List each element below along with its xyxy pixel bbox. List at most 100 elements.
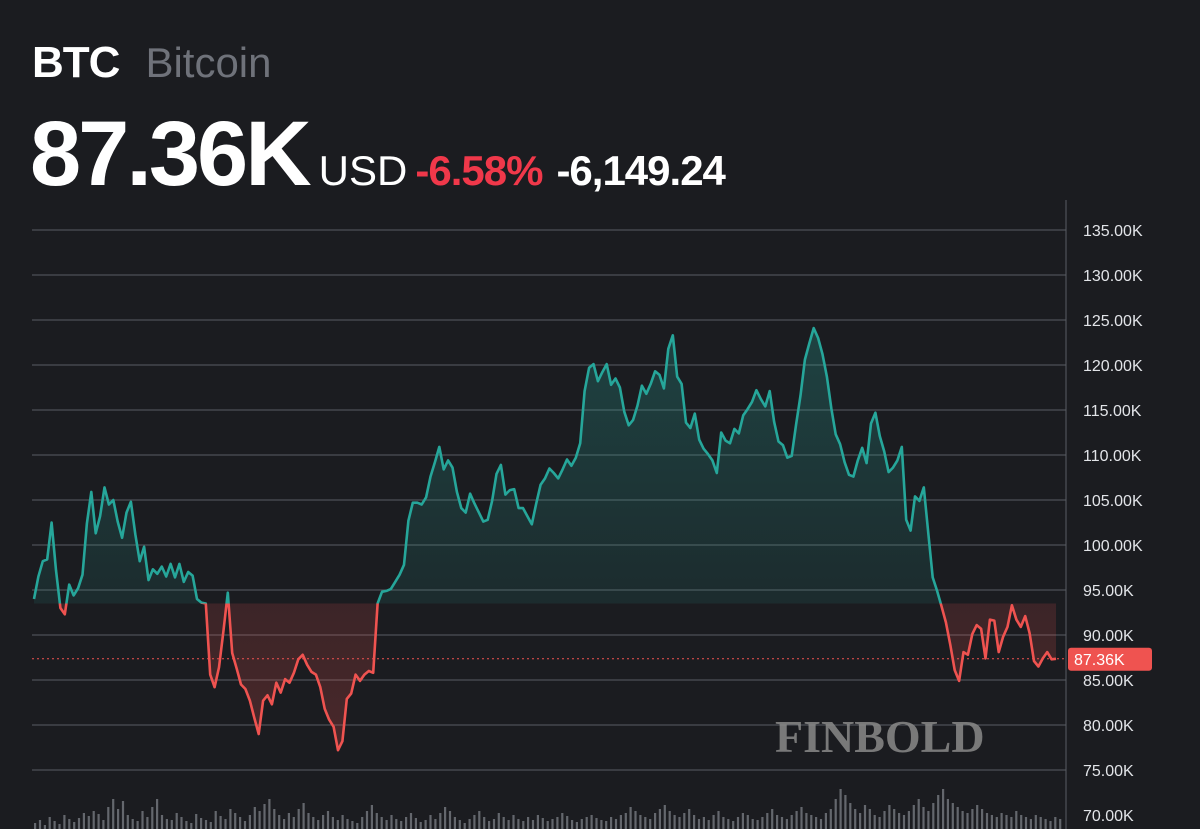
volume-bar — [688, 809, 691, 829]
volume-bar — [419, 822, 422, 829]
volume-bar — [502, 817, 505, 829]
volume-bar — [112, 799, 115, 829]
volume-bar — [219, 816, 222, 829]
volume-bar — [746, 815, 749, 829]
volume-bar — [82, 813, 85, 829]
volume-bar — [1044, 819, 1047, 829]
volume-bar — [751, 819, 754, 829]
volume-bar — [473, 815, 476, 829]
volume-bar — [165, 819, 168, 829]
volume-bar — [468, 819, 471, 829]
volume-bar — [458, 820, 461, 829]
volume-bar — [624, 813, 627, 829]
volume-bar — [317, 820, 320, 829]
volume-bar — [917, 799, 920, 829]
volume-bar — [73, 822, 76, 829]
volume-bar — [297, 809, 300, 829]
volume-bar — [424, 820, 427, 829]
y-tick-label: 110.00K — [1083, 448, 1142, 465]
volume-bar — [400, 821, 403, 829]
volume-bar — [326, 811, 330, 829]
volume-bar — [912, 805, 915, 829]
finbold-watermark: FINBOLD — [775, 711, 985, 762]
volume-bar — [361, 817, 364, 829]
volume-bar — [732, 821, 735, 829]
volume-bar — [385, 820, 388, 829]
price-row: 87.36K USD -6.58% -6,149.24 — [30, 108, 726, 200]
volume-bar — [1024, 817, 1028, 829]
volume-bar — [1000, 813, 1003, 829]
volume-bar — [566, 816, 569, 829]
volume-bar — [87, 816, 90, 829]
volume-bar — [937, 795, 940, 829]
volume-bar — [273, 809, 276, 829]
volume-bar — [263, 804, 266, 829]
volume-bar — [180, 817, 183, 829]
volume-bar — [234, 813, 237, 829]
price-line-up — [32, 326, 943, 604]
volume-bar — [38, 820, 42, 829]
volume-bar — [375, 813, 378, 829]
y-tick-label: 125.00K — [1083, 313, 1143, 330]
volume-bar — [829, 809, 832, 829]
volume-bar — [971, 809, 974, 829]
volume-bar — [668, 811, 671, 829]
volume-bar — [107, 807, 110, 829]
volume-bar — [722, 817, 725, 829]
volume-bar — [810, 815, 813, 829]
volume-bar — [409, 813, 413, 829]
volume-bar — [331, 817, 334, 829]
last-price-badge — [1068, 647, 1152, 671]
volume-bar — [336, 820, 339, 829]
volume-bar — [160, 815, 164, 829]
volume-bar — [1029, 819, 1032, 829]
volume-bar — [258, 811, 261, 829]
volume-bar — [981, 809, 984, 829]
volume-bar — [48, 817, 51, 829]
y-tick-label: 120.00K — [1083, 358, 1143, 375]
volume-bar — [224, 819, 227, 829]
volume-bar — [629, 807, 632, 829]
volume-bar — [34, 823, 37, 829]
volume-bar — [200, 818, 203, 829]
volume-bar — [942, 789, 945, 829]
volume-bar — [1005, 815, 1008, 829]
volume-bar — [1034, 815, 1037, 829]
volume-bar — [195, 814, 198, 829]
volume-bar — [1010, 817, 1013, 829]
volume-bar — [1020, 815, 1023, 829]
volume-bar — [844, 795, 847, 829]
volume-bar — [141, 811, 144, 829]
y-tick-label: 80.00K — [1083, 718, 1134, 735]
y-tick-label: 70.00K — [1083, 808, 1134, 825]
volume-bar — [551, 819, 554, 829]
volume-bar — [156, 799, 159, 829]
volume-bar — [522, 821, 525, 829]
y-tick-label: 130.00K — [1083, 268, 1143, 285]
ticker-symbol: BTC — [32, 38, 120, 87]
y-tick-label: 75.00K — [1083, 763, 1134, 780]
volume-bar — [214, 811, 217, 829]
volume-bar — [878, 817, 881, 829]
volume-bar — [531, 820, 535, 829]
volume-bar — [995, 817, 998, 829]
volume-bar — [43, 825, 46, 829]
volume-bar — [204, 820, 208, 829]
volume-bar — [175, 813, 178, 829]
volume-bar — [209, 822, 212, 829]
volume-bar — [463, 823, 466, 829]
volume-bar — [736, 817, 740, 829]
volume-bar — [395, 819, 398, 829]
volume-bar — [693, 815, 696, 829]
y-tick-label: 135.00K — [1083, 223, 1143, 240]
volume-bar — [863, 805, 867, 829]
volume-bar — [1059, 819, 1062, 829]
volume-bar — [902, 815, 906, 829]
volume-bar — [151, 807, 154, 829]
volume-bar — [907, 811, 910, 829]
volume-bar — [536, 815, 539, 829]
volume-bar — [365, 811, 369, 829]
volume-bar — [600, 820, 603, 829]
asset-name: Bitcoin — [145, 39, 272, 86]
